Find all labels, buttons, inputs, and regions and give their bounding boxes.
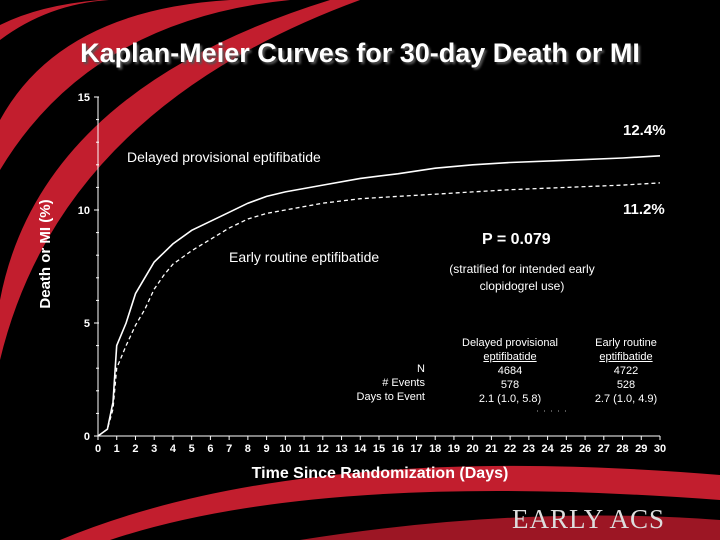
row-label-n: N [417,363,425,375]
y-tick-label: 5 [84,318,90,330]
x-tick-label: 23 [523,443,535,455]
x-tick-label: 9 [264,443,270,455]
swoosh-bottom [60,465,720,540]
cell-n: 4722 [613,365,639,377]
col-header-line-1: Early routine [595,337,657,349]
x-tick-label: 12 [317,443,329,455]
p-value: P = 0.079 [482,231,551,248]
early-end-value: 11.2% [623,201,665,218]
delayed-end-value: 12.4% [623,122,666,139]
swoosh-top-left [0,0,140,40]
row-label-days: Days to Event [356,391,425,403]
x-tick-label: 17 [410,443,422,455]
x-tick-label: 2 [132,443,138,455]
x-tick-label: 6 [207,443,213,455]
x-tick-label: 7 [226,443,232,455]
x-tick-label: 10 [279,443,291,455]
x-tick-label: 8 [245,443,251,455]
x-tick-label: 20 [467,443,479,455]
table-col-delayed: Delayed provisional eptifibatide 4684 57… [450,336,570,406]
x-tick-label: 29 [635,443,647,455]
x-tick-label: 5 [189,443,195,455]
x-tick-label: 30 [654,443,666,455]
swoosh-left-outer [0,0,290,170]
x-tick-label: 25 [560,443,572,455]
delayed-curve-label: Delayed provisional eptifibatide [127,149,321,165]
row-label-events: # Events [382,377,425,389]
x-tick-label: 16 [392,443,404,455]
cell-events: 578 [500,379,520,391]
y-axis-label: Death or MI (%) [37,199,54,309]
swoosh-left-inner [0,0,360,360]
chart-curves [97,155,661,437]
col-header-line-2: eptifibatide [483,351,537,363]
series-line-delayed [97,155,661,437]
x-tick-label: 3 [151,443,157,455]
x-tick-label: 19 [448,443,460,455]
x-tick-label: 4 [170,443,177,455]
x-tick-label: 24 [541,443,554,455]
series-line-early [97,182,661,437]
x-tick-label: 13 [335,443,347,455]
cell-days: 2.1 (1.0, 5.8) [478,393,542,405]
slide-title: Kaplan-Meier Curves for 30-day Death or … [80,38,640,68]
note-line-2: clopidogrel use) [479,279,565,293]
table-col-early: Early routine eptifibatide 4722 528 2.7 … [576,336,676,406]
x-tick-label: 28 [616,443,628,455]
cell-days: 2.7 (1.0, 4.9) [594,393,658,405]
x-tick-label: 21 [485,443,497,455]
cell-events: 528 [616,379,636,391]
early-acs-logo: EARLY ACS [512,504,666,534]
x-tick-label: 22 [504,443,516,455]
x-tick-label: 14 [354,443,367,455]
x-tick-label: 18 [429,443,441,455]
note-line-1: (stratified for intended early [449,262,595,276]
x-tick-label: 1 [114,443,120,455]
swoosh-bottom-edge [300,515,720,540]
col-header-line-1: Delayed provisional [462,337,558,349]
y-tick-label: 10 [78,205,90,217]
x-axis-label: Time Since Randomization (Days) [251,465,509,482]
x-tick-label: 27 [598,443,610,455]
cell-n: 4684 [497,365,523,377]
table-row-labels: N # Events Days to Event [345,362,425,404]
early-curve-label: Early routine eptifibatide [229,249,380,265]
y-tick-label: 0 [84,431,90,443]
x-tick-label: 26 [579,443,591,455]
col-header-line-2: eptifibatide [599,351,653,363]
stratification-note: (stratified for intended early clopidogr… [422,261,622,295]
x-tick-label: 11 [298,443,310,455]
x-tick-label: 15 [373,443,385,455]
y-tick-label: 15 [78,92,90,104]
x-tick-label: 0 [95,443,101,455]
